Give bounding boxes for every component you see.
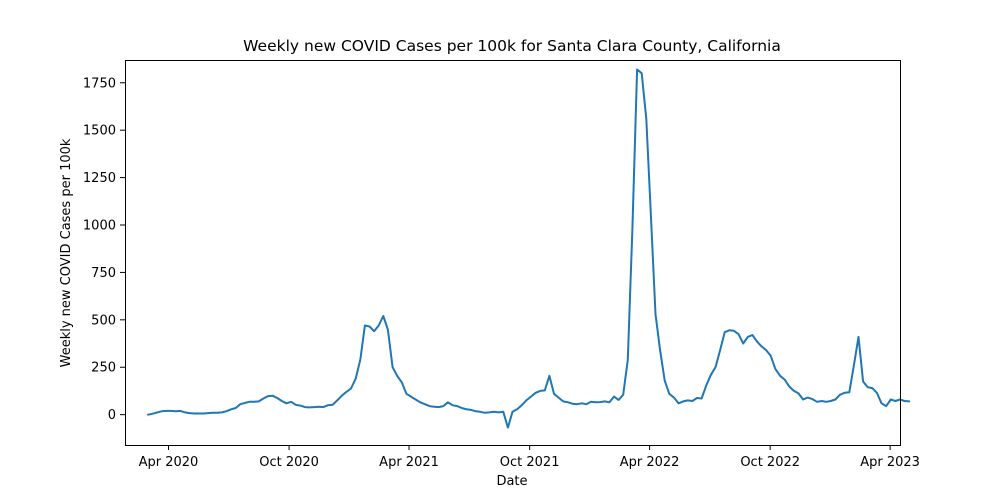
x-axis-label: Date bbox=[496, 474, 527, 489]
x-axis-ticks: Apr 2020 Oct 2020 Apr 2021 Oct 2021 Apr 2022… bbox=[139, 445, 920, 470]
y-tick-label: 1000 bbox=[83, 219, 116, 234]
plot-area: Apr 2020 Oct 2020 Apr 2021 Oct 2021 Apr 2022… bbox=[83, 60, 920, 470]
x-tick-label: Apr 2020 bbox=[139, 455, 199, 470]
plot-frame bbox=[125, 60, 901, 446]
x-tick-label: Apr 2021 bbox=[379, 455, 439, 470]
x-tick-label: Apr 2022 bbox=[620, 455, 680, 470]
x-tick-label: Oct 2022 bbox=[740, 455, 800, 470]
x-tick-label: Oct 2021 bbox=[500, 455, 560, 470]
y-tick-label: 500 bbox=[91, 313, 116, 328]
y-tick-label: 1750 bbox=[83, 76, 116, 91]
y-axis-ticks: 0 250 500 750 1000 1250 1500 1750 bbox=[83, 76, 125, 423]
y-tick-label: 1250 bbox=[83, 171, 116, 186]
series-line bbox=[147, 68, 911, 429]
y-axis-label: Weekly new COVID Cases per 100k bbox=[59, 138, 74, 367]
y-tick-label: 1500 bbox=[83, 124, 116, 139]
x-tick-label: Apr 2023 bbox=[860, 455, 920, 470]
y-tick-label: 750 bbox=[91, 266, 116, 281]
y-tick-label: 0 bbox=[108, 408, 116, 423]
x-tick-label: Oct 2020 bbox=[259, 455, 319, 470]
chart-title: Weekly new COVID Cases per 100k for Sant… bbox=[243, 37, 781, 55]
y-tick-label: 250 bbox=[91, 361, 116, 376]
